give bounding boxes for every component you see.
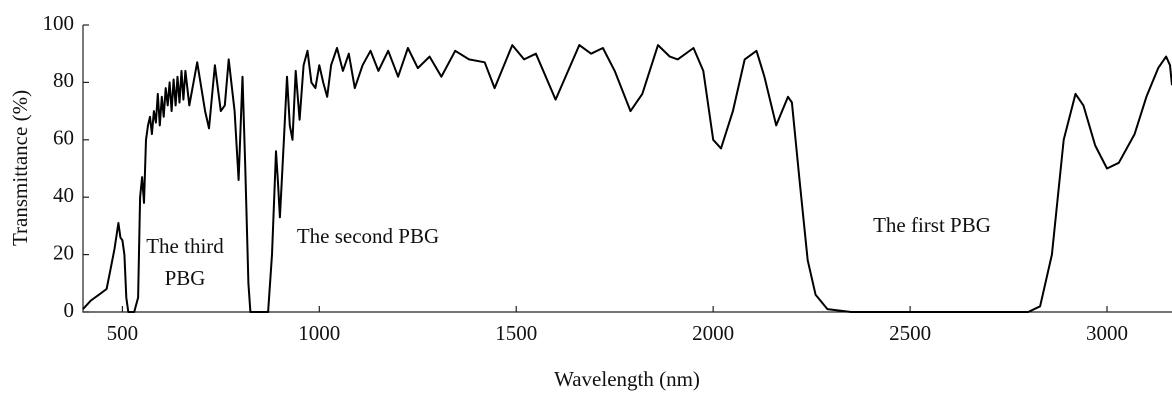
y-tick-label: 0 <box>64 298 75 322</box>
y-tick-label: 80 <box>53 68 74 92</box>
x-tick-label: 1000 <box>298 321 340 345</box>
x-tick-label: 3000 <box>1086 321 1128 345</box>
x-axis-label: Wavelength (nm) <box>554 367 700 391</box>
annotation: The third <box>146 234 224 258</box>
x-tick-label: 1500 <box>495 321 537 345</box>
x-tick-label: 2000 <box>692 321 734 345</box>
y-tick-label: 20 <box>53 240 74 264</box>
spectrum-line <box>82 44 1172 313</box>
y-axis-label: Transmittance (%) <box>8 90 32 246</box>
annotation: PBG <box>165 266 206 290</box>
axes <box>82 25 1172 313</box>
y-tick-label: 100 <box>43 11 75 35</box>
annotation: The second PBG <box>297 224 439 248</box>
y-tick-label: 40 <box>53 183 74 207</box>
x-tick-label: 500 <box>107 321 139 345</box>
annotation: The first PBG <box>873 213 991 237</box>
y-tick-label: 60 <box>53 126 74 150</box>
x-tick-label: 2500 <box>889 321 931 345</box>
